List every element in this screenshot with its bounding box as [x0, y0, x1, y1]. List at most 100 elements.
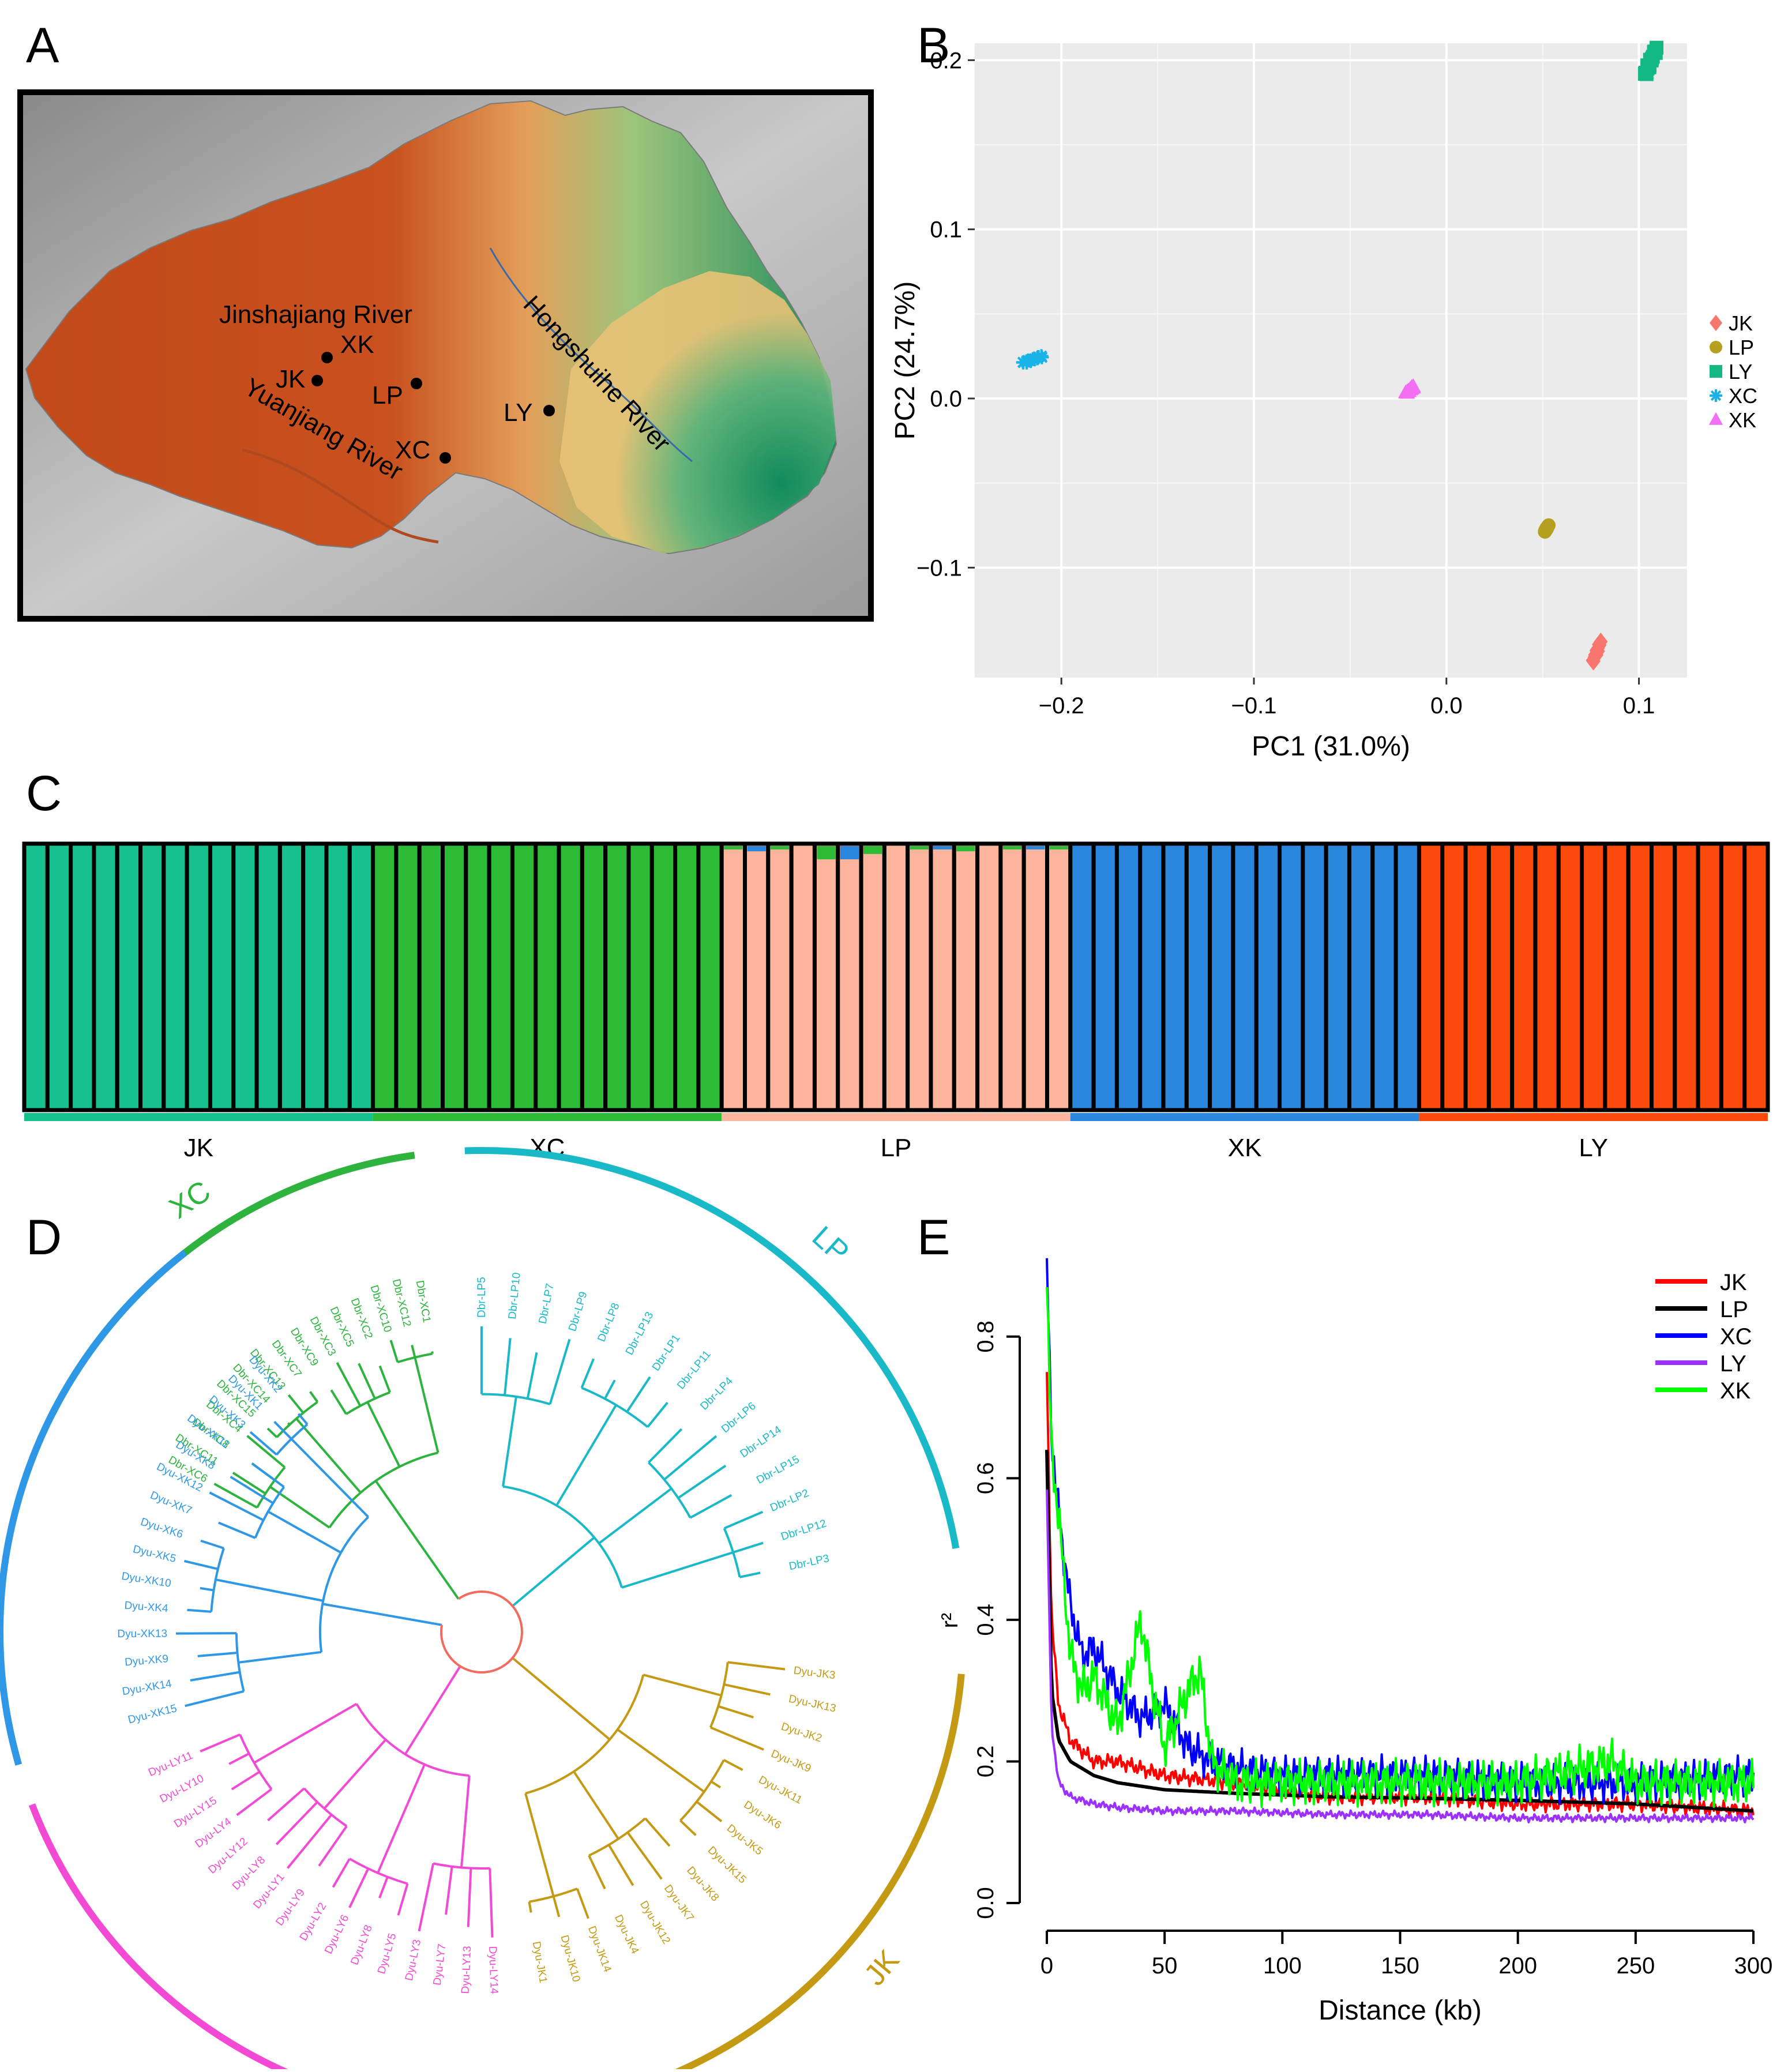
- structure-minor-component: [1026, 846, 1045, 849]
- tree-leaf-branch: [389, 1340, 399, 1363]
- tree-leaf-label: Dbr-LP3: [788, 1552, 831, 1573]
- structure-bar: [1673, 841, 1700, 1112]
- tree-internal-branch: [555, 1404, 617, 1506]
- structure-group-xk: [1068, 841, 1421, 1112]
- tree-leaf-label: Dyu-LY2: [298, 1901, 329, 1943]
- tree-leaf-label: Dyu-LY5: [375, 1932, 399, 1975]
- structure-bar: [743, 841, 771, 1112]
- ld-legend-label-xc: XC: [1720, 1324, 1752, 1349]
- structure-bar: [882, 841, 910, 1112]
- pca-tick-label-y: 0.1: [930, 217, 962, 243]
- structure-group-label-ly: LY: [1579, 1134, 1608, 1162]
- tree-leaf-label: Dyu-JK10: [558, 1934, 582, 1983]
- panel-b: B −0.2 −0.1 0.0 0.1 −0.1 0.0 0.1 0.2 PC1 (31.0%)…: [890, 18, 1757, 762]
- panel-e-label: E: [917, 1210, 950, 1265]
- ld-series-lp: [1045, 1450, 1754, 1813]
- pca-legend-label-ly: LY: [1729, 360, 1752, 383]
- structure-bar: [534, 841, 561, 1112]
- tree-branch-arc: [235, 1633, 245, 1692]
- pca-cluster-jk: [1586, 632, 1608, 671]
- structure-bar: [277, 841, 306, 1112]
- tree-internal-branch: [598, 1487, 673, 1544]
- panel-c-label: C: [26, 766, 62, 821]
- structure-group-lp: [719, 841, 1073, 1112]
- structure-minor-component: [817, 846, 836, 860]
- ld-tick-label-x: 200: [1498, 1953, 1537, 1979]
- structure-group-label-jk: JK: [184, 1134, 213, 1162]
- structure-bar: [394, 841, 422, 1112]
- ld-legend-label-jk: JK: [1720, 1270, 1747, 1295]
- tree-branch-arc: [276, 1401, 318, 1438]
- structure-bar: [1649, 841, 1677, 1112]
- structure-bar: [906, 841, 933, 1112]
- tree-leaf-label: Dyu-XK5: [132, 1543, 177, 1565]
- tree-leaf-label: Dbr-LP2: [768, 1487, 810, 1514]
- ld-tick-label-x: 100: [1263, 1953, 1302, 1979]
- pca-x-axis-label: PC1 (31.0%): [1252, 731, 1410, 762]
- ld-y-axis-label: r²: [937, 1613, 963, 1629]
- tree-leaf-label: Dyu-LY8: [230, 1854, 268, 1893]
- tree-leaf-branch: [549, 1338, 571, 1405]
- pca-cluster-lp: [1538, 518, 1556, 539]
- tree-leaf-branch: [723, 1759, 743, 1772]
- structure-bar: [487, 841, 514, 1112]
- structure-bar: [1301, 841, 1328, 1112]
- tree-leaf-branch: [607, 1844, 634, 1886]
- structure-group-bar-jk: [24, 1113, 373, 1121]
- tree-internal-branch: [377, 1763, 426, 1874]
- tree-leaf-branch: [710, 1780, 722, 1789]
- tree-branch-arc: [303, 1787, 348, 1827]
- tree-leaf-branch: [336, 1362, 362, 1407]
- pca-cluster-ly: [1637, 40, 1664, 81]
- pca-plot: −0.2 −0.1 0.0 0.1 −0.1 0.0 0.1 0.2 PC1 (31.0%) PC…: [890, 40, 1757, 762]
- panel-e: E 0.0 0.2 0.4 0.6 0.8 0 50 100 150 200 250 300 Dista…: [917, 1210, 1772, 2026]
- tree-leaf-branch: [647, 1401, 668, 1428]
- tree-leaf-branch: [230, 1476, 274, 1505]
- tree-leaf-label: Dyu-LY6: [322, 1913, 351, 1956]
- structure-bar: [1370, 841, 1398, 1112]
- structure-bar: [975, 841, 1003, 1112]
- tree-clade-outer-arc: [668, 1674, 965, 2072]
- structure-bar: [1161, 841, 1189, 1112]
- structure-minor-component: [910, 846, 929, 849]
- tree-clade-label-jk: JK: [858, 1943, 906, 1992]
- structure-bar: [1324, 841, 1351, 1112]
- tree-leaf-label: Dyu-XK4: [124, 1600, 169, 1615]
- tree-leaf-label: Dyu-JK6: [742, 1799, 784, 1832]
- structure-bar: [1486, 841, 1515, 1112]
- tree-internal-branch: [295, 1417, 362, 1494]
- ld-legend-label-xk: XK: [1720, 1378, 1751, 1404]
- panel-d: D Dbr-XC6Dbr-XC11Dbr-XC8Dbr-XC4Dbr-XC15D…: [0, 1147, 965, 2072]
- tree-leaf-label: Dbr-XC1: [414, 1280, 433, 1323]
- tree-leaf-label: Dbr-LP11: [675, 1348, 713, 1392]
- tree-leaf-label: Dbr-LP7: [537, 1283, 557, 1325]
- tree-leaf-label: Dyu-LY3: [403, 1938, 423, 1981]
- structure-bar: [254, 841, 282, 1112]
- tree-leaf-branch: [648, 1428, 683, 1464]
- tree-leaf-label: Dyu-LY1: [251, 1871, 287, 1911]
- tree-leaf-branch: [526, 1352, 538, 1399]
- site-label-xk: XK: [340, 330, 374, 359]
- tree-clade-arc: [525, 1674, 645, 1795]
- structure-group-label-lp: LP: [881, 1134, 912, 1162]
- ld-tick-label-y: 0.4: [973, 1604, 998, 1636]
- tree-leaf-branch: [626, 1376, 651, 1413]
- tree-leaf-label: Dbr-XC10: [367, 1284, 393, 1334]
- structure-bar: [1208, 841, 1235, 1112]
- tree-leaf-branch: [718, 1705, 754, 1718]
- structure-bar: [301, 841, 329, 1112]
- structure-bar: [812, 841, 840, 1112]
- site-dot-jk: [311, 375, 323, 386]
- structure-bar: [696, 841, 724, 1112]
- structure-minor-component: [1002, 846, 1022, 849]
- tree-leaf-branch: [604, 1379, 616, 1400]
- structure-bar: [324, 841, 352, 1112]
- tree-leaf-branch: [397, 1883, 409, 1916]
- tree-root-arc: [440, 1590, 523, 1674]
- ld-x-axis-label: Distance (kb): [1319, 1995, 1482, 2026]
- tree-leaf-branch: [273, 1420, 292, 1440]
- tree-leaf-branch: [246, 1435, 286, 1468]
- panel-d-label: D: [26, 1210, 62, 1265]
- tree-leaf-label: Dyu-LY13: [460, 1946, 474, 1994]
- tree-internal-branch: [290, 1438, 369, 1518]
